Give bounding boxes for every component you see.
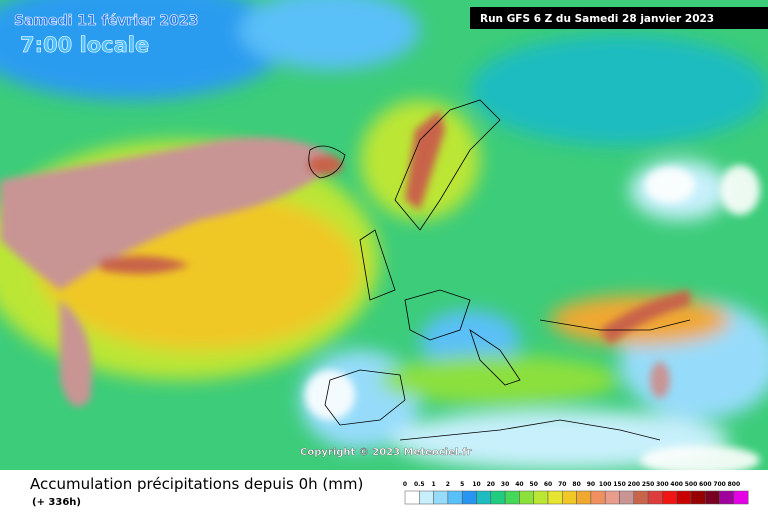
legend-swatch (490, 490, 506, 505)
legend-swatch (647, 490, 663, 505)
legend-label: 2 (446, 481, 450, 488)
legend-swatch (533, 490, 549, 505)
precipitation-field (0, 0, 768, 470)
legend-swatch (404, 490, 420, 505)
legend-swatch (719, 490, 735, 505)
legend-label: 300 (656, 481, 669, 488)
legend-swatch (705, 490, 720, 505)
legend-label: 400 (670, 481, 683, 488)
legend-label: 70 (558, 481, 566, 488)
legend-swatch (519, 490, 534, 505)
footer-lead: (+ 336h) (32, 497, 81, 508)
valid-time: 7:00 locale (20, 33, 149, 57)
run-banner (470, 7, 768, 29)
legend: 0 0.5 1 2 5 10 20 30 40 50 60 70 80 90 100 150 200 250 300… (403, 481, 749, 505)
legend-swatch (690, 490, 706, 505)
valid-date: Samedi 11 février 2023 (14, 13, 198, 29)
legend-swatch (562, 490, 577, 505)
legend-swatch (419, 490, 434, 505)
coastlines (308, 99, 691, 441)
legend-swatch (590, 490, 606, 505)
legend-label: 80 (572, 481, 580, 488)
legend-label: 700 (713, 481, 726, 488)
legend-swatch (733, 490, 749, 505)
footer-title: Accumulation précipitations depuis 0h (m… (30, 475, 363, 493)
legend-label: 10 (472, 481, 480, 488)
legend-label: 100 (599, 481, 612, 488)
legend-label: 0.5 (414, 481, 425, 488)
legend-swatch (619, 490, 635, 505)
legend-label: 50 (530, 481, 538, 488)
legend-swatch (633, 490, 649, 505)
legend-swatch (604, 490, 620, 505)
copyright: Copyright © 2023 Meteociel.fr (300, 447, 471, 458)
legend-swatch (576, 490, 592, 505)
legend-swatch (461, 490, 477, 505)
legend-label: 800 (728, 481, 741, 488)
legend-swatch (476, 490, 492, 505)
legend-swatch (447, 490, 463, 505)
legend-label: 1 (432, 481, 436, 488)
legend-label: 150 (613, 481, 626, 488)
legend-label: 200 (628, 481, 641, 488)
legend-label: 0 (403, 481, 407, 488)
legend-swatch (662, 490, 677, 505)
legend-label: 5 (460, 481, 464, 488)
legend-label: 600 (699, 481, 712, 488)
legend-label: 500 (685, 481, 698, 488)
legend-label: 20 (487, 481, 495, 488)
legend-swatch (504, 490, 520, 505)
legend-label: 30 (501, 481, 509, 488)
legend-label: 90 (587, 481, 595, 488)
legend-swatch (547, 490, 563, 505)
legend-label: 60 (544, 481, 552, 488)
legend-swatch (676, 490, 692, 505)
legend-label: 250 (642, 481, 655, 488)
run-info: Run GFS 6 Z du Samedi 28 janvier 2023 (480, 13, 714, 25)
legend-swatch (433, 490, 449, 505)
legend-label: 40 (515, 481, 523, 488)
